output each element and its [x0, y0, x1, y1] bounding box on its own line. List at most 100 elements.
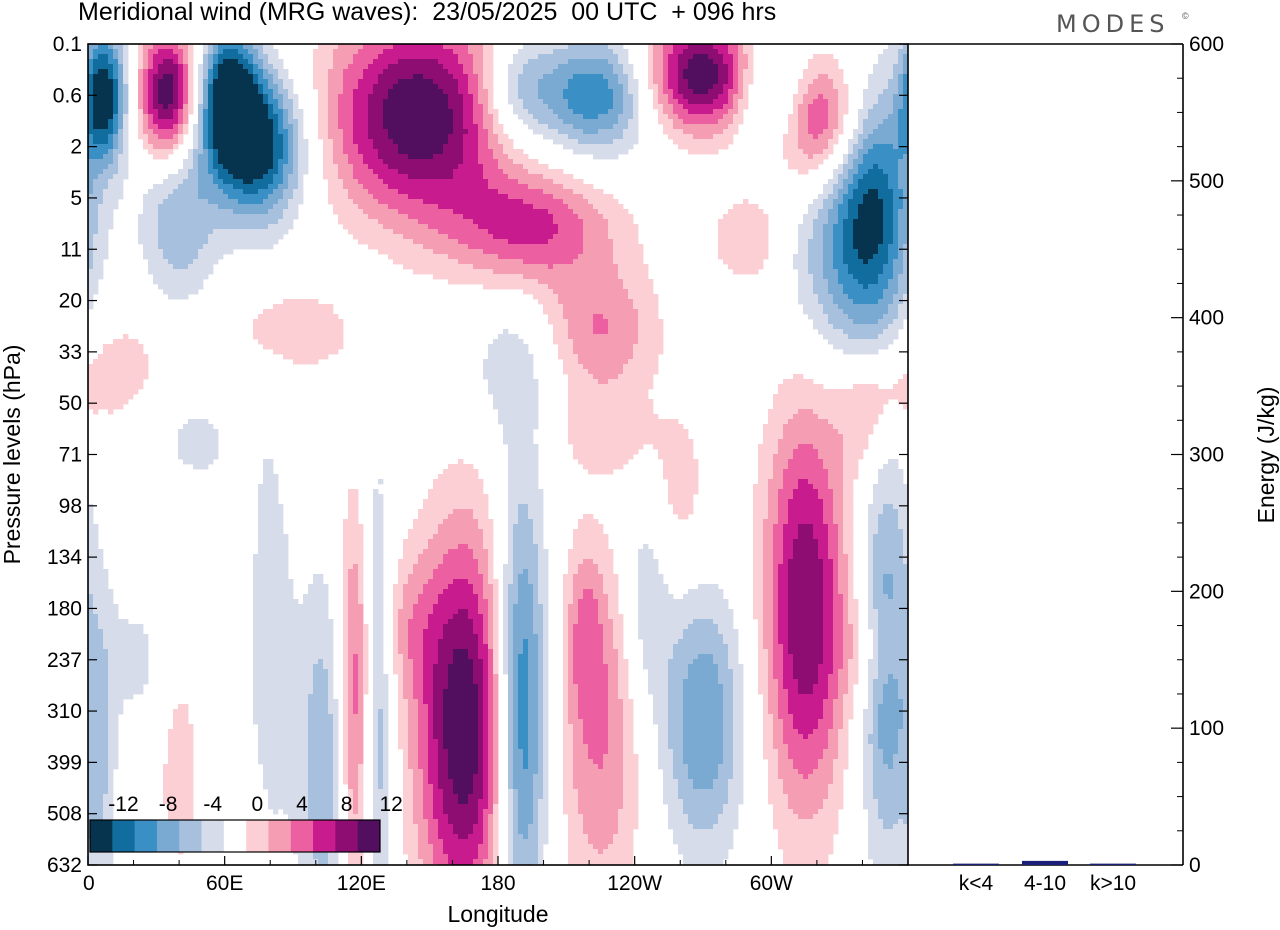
heatmap-cell: [188, 199, 194, 205]
heatmap-cell: [398, 89, 404, 95]
heatmap-cell: [473, 239, 479, 245]
heatmap-cell: [373, 134, 379, 140]
heatmap-cell: [423, 179, 429, 185]
heatmap-cell: [238, 244, 244, 250]
heatmap-cell: [823, 214, 829, 220]
heatmap-cell: [458, 209, 464, 215]
heatmap-cell: [373, 214, 379, 220]
heatmap-cell: [388, 194, 394, 200]
heatmap-cell: [848, 234, 854, 240]
heatmap-cell: [208, 169, 214, 175]
heatmap-cell: [503, 199, 509, 205]
heatmap-cell: [608, 129, 614, 135]
heatmap-cell: [678, 89, 684, 95]
heatmap-cell: [343, 129, 349, 135]
heatmap-cell: [263, 94, 269, 100]
heatmap-cell: [563, 84, 569, 90]
heatmap-cell: [283, 119, 289, 125]
heatmap-cell: [563, 184, 569, 190]
heatmap-cell: [123, 84, 129, 90]
heatmap-cell: [408, 64, 414, 70]
heatmap-cell: [663, 69, 669, 75]
heatmap-cell: [578, 114, 584, 120]
heatmap-cell: [583, 149, 589, 155]
heatmap-cell: [738, 49, 744, 55]
heatmap-cell: [263, 44, 269, 50]
heatmap-cell: [903, 54, 908, 60]
heatmap-cell: [463, 214, 469, 220]
heatmap-cell: [218, 179, 224, 185]
heatmap-cell: [353, 129, 359, 135]
heatmap-cell: [863, 204, 869, 210]
heatmap-cell: [793, 114, 799, 120]
heatmap-cell: [713, 74, 719, 80]
heatmap-cell: [553, 244, 559, 250]
heatmap-cell: [733, 219, 739, 225]
heatmap-cell: [608, 234, 614, 240]
heatmap-cell: [448, 104, 454, 110]
heatmap-cell: [698, 74, 704, 80]
heatmap-cell: [828, 129, 834, 135]
heatmap-cell: [408, 244, 414, 250]
heatmap-cell: [803, 74, 809, 80]
heatmap-cell: [543, 239, 549, 245]
heatmap-cell: [268, 239, 274, 245]
heatmap-cell: [198, 134, 204, 140]
heatmap-cell: [338, 154, 344, 160]
heatmap-cell: [173, 214, 179, 220]
heatmap-cell: [363, 79, 369, 85]
heatmap-cell: [433, 129, 439, 135]
heatmap-cell: [198, 94, 204, 100]
heatmap-cell: [383, 44, 389, 50]
heatmap-cell: [168, 124, 174, 130]
heatmap-cell: [608, 239, 614, 245]
heatmap-cell: [358, 174, 364, 180]
heatmap-cell: [368, 194, 374, 200]
heatmap-cell: [388, 119, 394, 125]
heatmap-cell: [248, 189, 254, 195]
heatmap-cell: [508, 144, 514, 150]
heatmap-cell: [348, 219, 354, 225]
heatmap-cell: [333, 134, 339, 140]
heatmap-cell: [153, 149, 159, 155]
heatmap-cell: [228, 174, 234, 180]
heatmap-cell: [258, 219, 264, 225]
heatmap-cell: [163, 149, 169, 155]
heatmap-cell: [298, 169, 304, 175]
heatmap-cell: [433, 209, 439, 215]
heatmap-cell: [478, 134, 484, 140]
heatmap-cell: [848, 174, 854, 180]
heatmap-cell: [278, 149, 284, 155]
heatmap-cell: [418, 69, 424, 75]
heatmap-cell: [528, 69, 534, 75]
heatmap-cell: [193, 159, 199, 165]
heatmap-cell: [468, 174, 474, 180]
heatmap-cell: [368, 84, 374, 90]
heatmap-cell: [163, 44, 169, 50]
heatmap-cell: [633, 114, 639, 120]
heatmap-cell: [723, 219, 729, 225]
heatmap-cell: [633, 124, 639, 130]
heatmap-cell: [863, 119, 869, 125]
heatmap-cell: [418, 144, 424, 150]
heatmap-cell: [88, 59, 94, 65]
heatmap-cell: [343, 49, 349, 55]
heatmap-cell: [458, 159, 464, 165]
heatmap-cell: [903, 219, 908, 225]
heatmap-cell: [903, 74, 908, 80]
heatmap-cell: [443, 214, 449, 220]
heatmap-cell: [568, 199, 574, 205]
heatmap-cell: [883, 134, 889, 140]
heatmap-cell: [573, 139, 579, 145]
heatmap-cell: [88, 174, 94, 180]
heatmap-cell: [333, 169, 339, 175]
heatmap-cell: [203, 99, 209, 105]
heatmap-cell: [188, 224, 194, 230]
heatmap-cell: [138, 129, 144, 135]
heatmap-cell: [523, 164, 529, 170]
heatmap-cell: [558, 179, 564, 185]
heatmap-cell: [268, 199, 274, 205]
heatmap-cell: [168, 104, 174, 110]
heatmap-cell: [608, 79, 614, 85]
heatmap-cell: [343, 154, 349, 160]
